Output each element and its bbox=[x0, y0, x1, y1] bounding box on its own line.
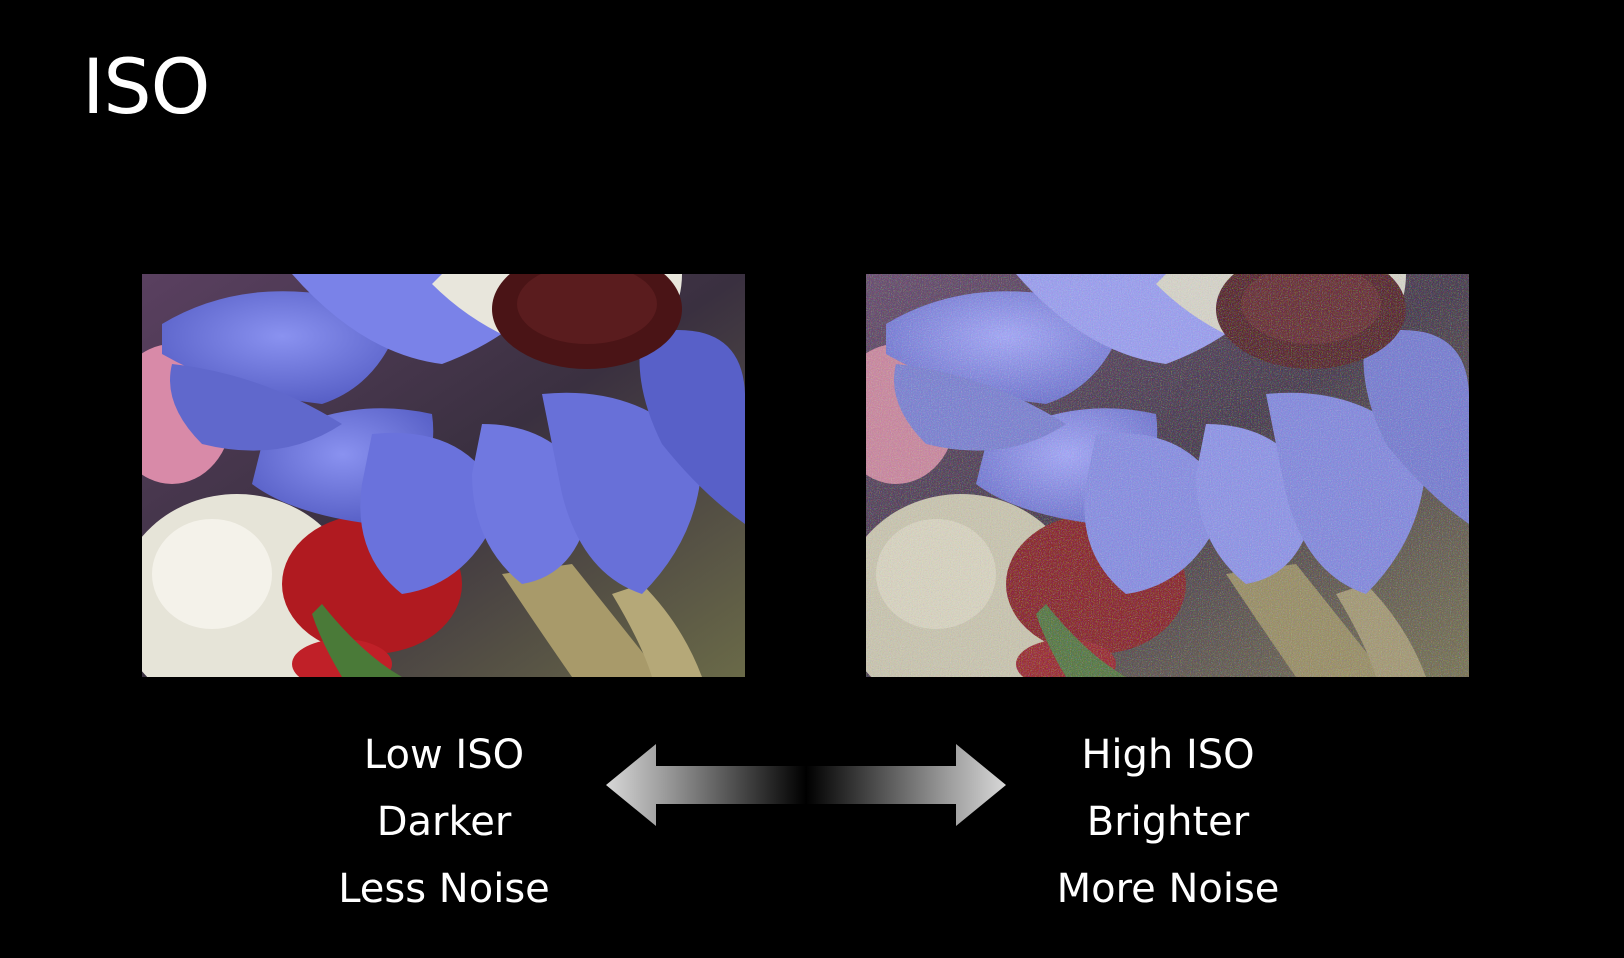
brighter-label: Brighter bbox=[1086, 799, 1250, 845]
flower-image-high bbox=[866, 274, 1469, 677]
high-iso-photo bbox=[866, 274, 1469, 677]
low-iso-caption: Low ISO Darker Less Noise bbox=[234, 722, 654, 923]
low-iso-photo bbox=[142, 274, 745, 677]
more-noise-label: More Noise bbox=[1056, 866, 1280, 912]
low-iso-label: Low ISO bbox=[363, 732, 525, 778]
slide-title: ISO bbox=[82, 42, 210, 131]
high-iso-label: High ISO bbox=[1081, 732, 1255, 778]
less-noise-label: Less Noise bbox=[338, 866, 550, 912]
darker-label: Darker bbox=[376, 799, 512, 845]
high-iso-caption: High ISO Brighter More Noise bbox=[958, 722, 1378, 923]
double-headed-arrow-icon bbox=[606, 744, 1006, 826]
flower-image-low bbox=[142, 274, 745, 677]
